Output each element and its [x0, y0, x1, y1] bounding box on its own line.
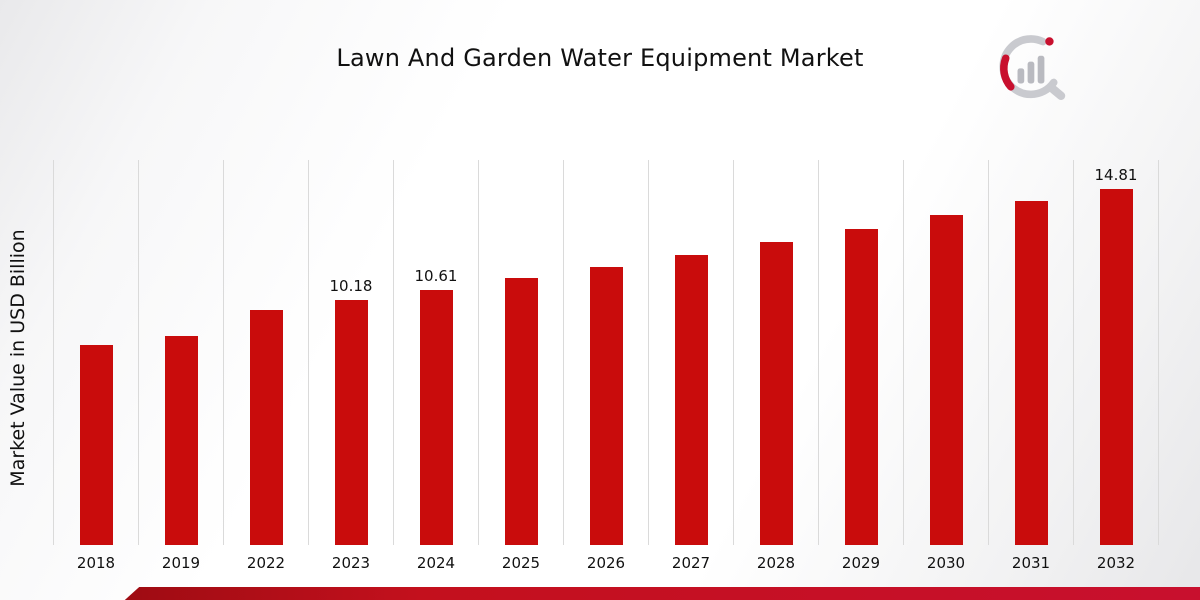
bar-column: 2019: [138, 160, 223, 572]
x-axis-tick-label: 2030: [926, 554, 966, 572]
x-axis-tick-label: 2027: [671, 554, 711, 572]
bar-column: 10.18 2023: [308, 160, 393, 572]
x-axis-tick-label: 2025: [501, 554, 541, 572]
x-axis-tick-label: 2031: [1011, 554, 1051, 572]
bar: [419, 290, 453, 545]
x-axis-tick-label: 2024: [416, 554, 456, 572]
bar-value-label: 10.61: [414, 267, 458, 285]
x-axis-tick-label: 2019: [161, 554, 201, 572]
bar-column: 2029: [818, 160, 903, 572]
bar: [334, 300, 368, 545]
bar: [589, 267, 623, 545]
footer-accent-band: [124, 587, 1200, 600]
bar: [504, 278, 538, 545]
bar: [759, 242, 793, 545]
chart-title: Lawn And Garden Water Equipment Market: [336, 44, 864, 72]
bar: [1099, 189, 1133, 545]
bar-value-label: 10.18: [329, 277, 373, 295]
x-axis-tick-label: 2026: [586, 554, 626, 572]
x-axis-tick-label: 2022: [246, 554, 286, 572]
bar-column: 2031: [988, 160, 1073, 572]
company-logo-icon: [999, 35, 1066, 101]
x-axis-tick-label: 2028: [756, 554, 796, 572]
bar-column: 2018: [53, 160, 138, 572]
bar-column: 2030: [903, 160, 988, 572]
bar-column: 2028: [733, 160, 818, 572]
bar: [844, 229, 878, 545]
bar: [79, 345, 113, 545]
bar-column: 2025: [478, 160, 563, 572]
bar: [249, 310, 283, 545]
bar-column: 10.61 2024: [393, 160, 478, 572]
bar-column: 2027: [648, 160, 733, 572]
bar: [1014, 201, 1048, 545]
bar-column: 14.81 2032: [1073, 160, 1158, 572]
bar-value-label: 14.81: [1094, 166, 1138, 184]
x-axis-tick-label: 2023: [331, 554, 371, 572]
x-axis-tick-label: 2032: [1096, 554, 1136, 572]
y-axis-label: Market Value in USD Billion: [7, 229, 29, 487]
x-axis-tick-label: 2018: [76, 554, 116, 572]
bar: [929, 215, 963, 545]
plot-area: 2018 2019 2022 10.18 2023 10.61 2024 2025 2026 20…: [53, 160, 1159, 572]
bar-column: 2026: [563, 160, 648, 572]
x-axis-tick-label: 2029: [841, 554, 881, 572]
bar: [674, 255, 708, 545]
bar: [164, 336, 198, 545]
bar-column: 2022: [223, 160, 308, 572]
